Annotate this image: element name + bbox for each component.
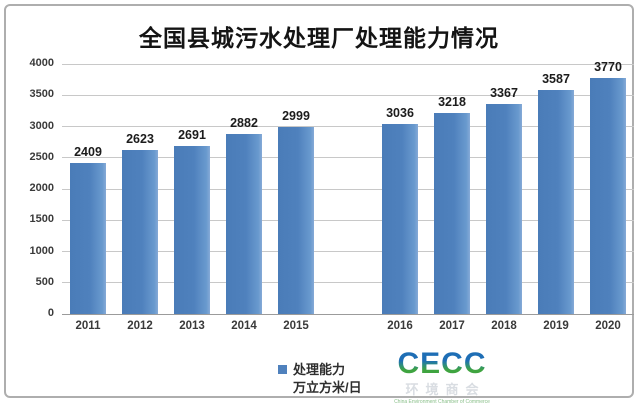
- x-axis-tick-2015: 2015: [283, 320, 309, 332]
- gridline-500: [62, 282, 634, 284]
- bar-2014: [226, 133, 262, 314]
- x-axis-tick-2011: 2011: [75, 320, 101, 332]
- cecc-logo-acronym: CECC: [394, 349, 490, 379]
- bar-2017: [434, 112, 470, 314]
- y-axis-tick-1500: 1500: [29, 213, 54, 226]
- data-label-2011: 2409: [74, 145, 102, 160]
- cecc-logo-name-cn: 环境商会: [405, 382, 486, 397]
- x-axis-tick-2014: 2014: [231, 320, 257, 332]
- data-label-2017: 3218: [438, 94, 466, 109]
- data-label-2020: 3770: [594, 60, 622, 75]
- x-axis-tick-2017: 2017: [439, 320, 465, 332]
- gridline-2500: [62, 157, 634, 159]
- x-axis-line: [62, 313, 634, 315]
- gridline-1500: [62, 219, 634, 221]
- bar-2019: [538, 89, 574, 314]
- x-axis-tick-2020: 2020: [595, 320, 621, 332]
- data-label-2013: 2691: [178, 127, 206, 142]
- x-axis-tick-2018: 2018: [491, 320, 517, 332]
- y-axis-tick-1000: 1000: [29, 244, 54, 257]
- y-axis-tick-3000: 3000: [29, 119, 54, 132]
- legend-label-line2: 万立方米/日: [293, 380, 362, 395]
- bar-2016: [382, 124, 418, 314]
- bar-2018: [486, 103, 522, 314]
- x-axis-tick-2016: 2016: [387, 320, 413, 332]
- gridline-3000: [62, 126, 634, 127]
- y-axis-tick-2000: 2000: [29, 182, 54, 194]
- x-axis-tick-2012: 2012: [127, 320, 153, 332]
- data-label-2016: 3036: [386, 106, 414, 121]
- gridline-2000: [62, 188, 634, 190]
- legend-label: 处理能力 万立方米/日: [293, 361, 362, 397]
- y-axis-tick-4000: 4000: [29, 57, 54, 69]
- legend: 处理能力 万立方米/日: [278, 361, 362, 397]
- data-label-2014: 2882: [230, 115, 258, 130]
- data-label-2019: 3587: [542, 71, 570, 86]
- gridline-3500: [62, 94, 634, 96]
- x-axis-tick-2013: 2013: [179, 320, 205, 332]
- cecc-logo: CECC 环境商会 China Environment Chamber of C…: [394, 349, 490, 405]
- chart-panel: 全国县城污水处理厂处理能力情况 0 500 1000 1500 2000 2500 3000…: [4, 4, 634, 405]
- data-label-2012: 2623: [126, 132, 154, 147]
- y-axis-tick-500: 500: [35, 275, 54, 288]
- bar-2011: [70, 163, 106, 314]
- bar-2013: [174, 145, 210, 314]
- x-axis-tick-2019: 2019: [543, 320, 569, 332]
- y-axis-tick-3500: 3500: [29, 88, 54, 101]
- legend-label-line1: 处理能力: [293, 362, 346, 377]
- gridline-4000: [62, 63, 634, 65]
- gridline-1000: [62, 251, 634, 252]
- y-axis-tick-0: 0: [47, 307, 54, 319]
- data-label-2018: 3367: [490, 85, 518, 100]
- data-label-2015: 2999: [282, 108, 310, 123]
- legend-marker-square: [278, 365, 287, 374]
- y-axis-tick-2500: 2500: [29, 150, 54, 163]
- bar-2012: [122, 150, 158, 314]
- chart-title: 全国县城污水处理厂处理能力情况: [139, 25, 499, 51]
- cecc-logo-tagline-en: China Environment Chamber of Commerce: [394, 399, 490, 405]
- bar-2020: [590, 78, 626, 314]
- bar-2015: [278, 126, 314, 314]
- plot-area: 0 500 1000 1500 2000 2500 3000 3500 4000 2409 2011…: [30, 57, 634, 332]
